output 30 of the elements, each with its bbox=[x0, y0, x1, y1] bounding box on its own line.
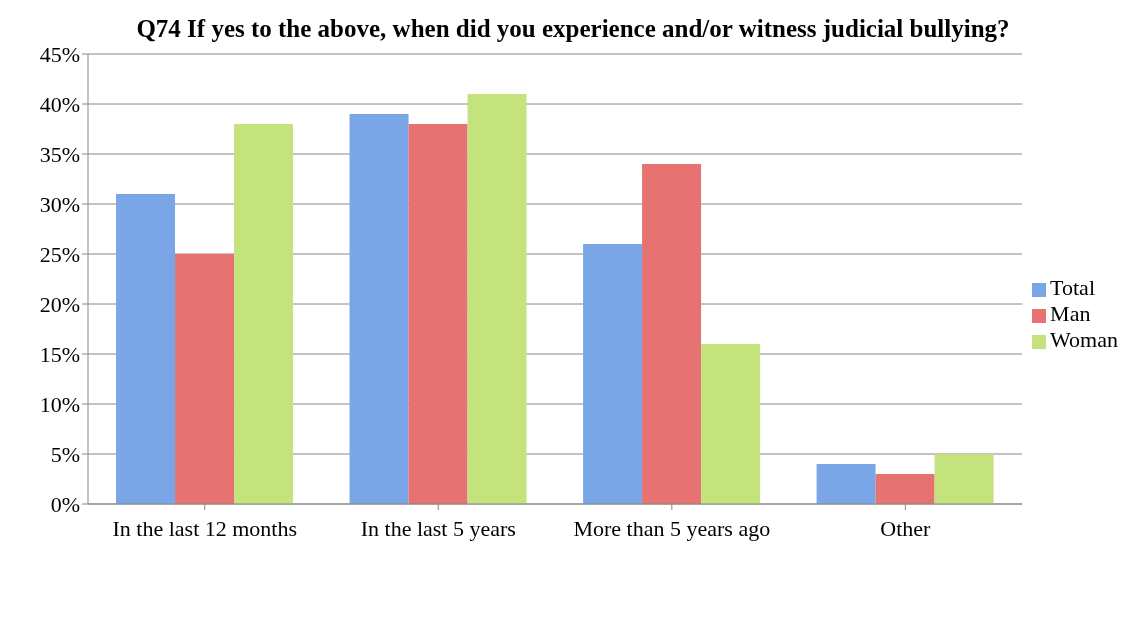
x-tick-label: More than 5 years ago bbox=[573, 515, 771, 541]
bar bbox=[349, 114, 409, 504]
x-tick-label: Other bbox=[880, 515, 932, 541]
legend-label: Total bbox=[1050, 275, 1096, 300]
y-tick-label: 25% bbox=[39, 241, 80, 267]
y-tick-label: 15% bbox=[39, 341, 80, 367]
y-tick-label: 0% bbox=[50, 491, 80, 517]
y-tick-label: 20% bbox=[39, 291, 80, 317]
chart-title: Q74 If yes to the above, when did you experience and/or witness judicial bullying? bbox=[135, 14, 1011, 44]
bar bbox=[701, 344, 761, 504]
bar bbox=[116, 194, 176, 504]
legend-label: Woman bbox=[1050, 327, 1118, 352]
y-tick-label: 5% bbox=[50, 441, 80, 467]
bar bbox=[583, 244, 643, 504]
bar bbox=[175, 254, 235, 504]
x-tick-label: In the last 5 years bbox=[360, 515, 516, 541]
y-tick-label: 45% bbox=[39, 41, 80, 67]
y-tick-label: 10% bbox=[39, 391, 80, 417]
bar bbox=[467, 94, 527, 504]
bar bbox=[816, 464, 876, 504]
y-tick-label: 35% bbox=[39, 141, 80, 167]
bar bbox=[234, 124, 294, 504]
bar bbox=[875, 474, 935, 504]
bar bbox=[408, 124, 468, 504]
legend-label: Man bbox=[1050, 301, 1091, 326]
bar bbox=[642, 164, 702, 504]
y-tick-label: 30% bbox=[39, 191, 80, 217]
bar bbox=[934, 454, 994, 504]
y-tick-label: 40% bbox=[39, 91, 80, 117]
x-tick-label: In the last 12 months bbox=[112, 515, 298, 541]
